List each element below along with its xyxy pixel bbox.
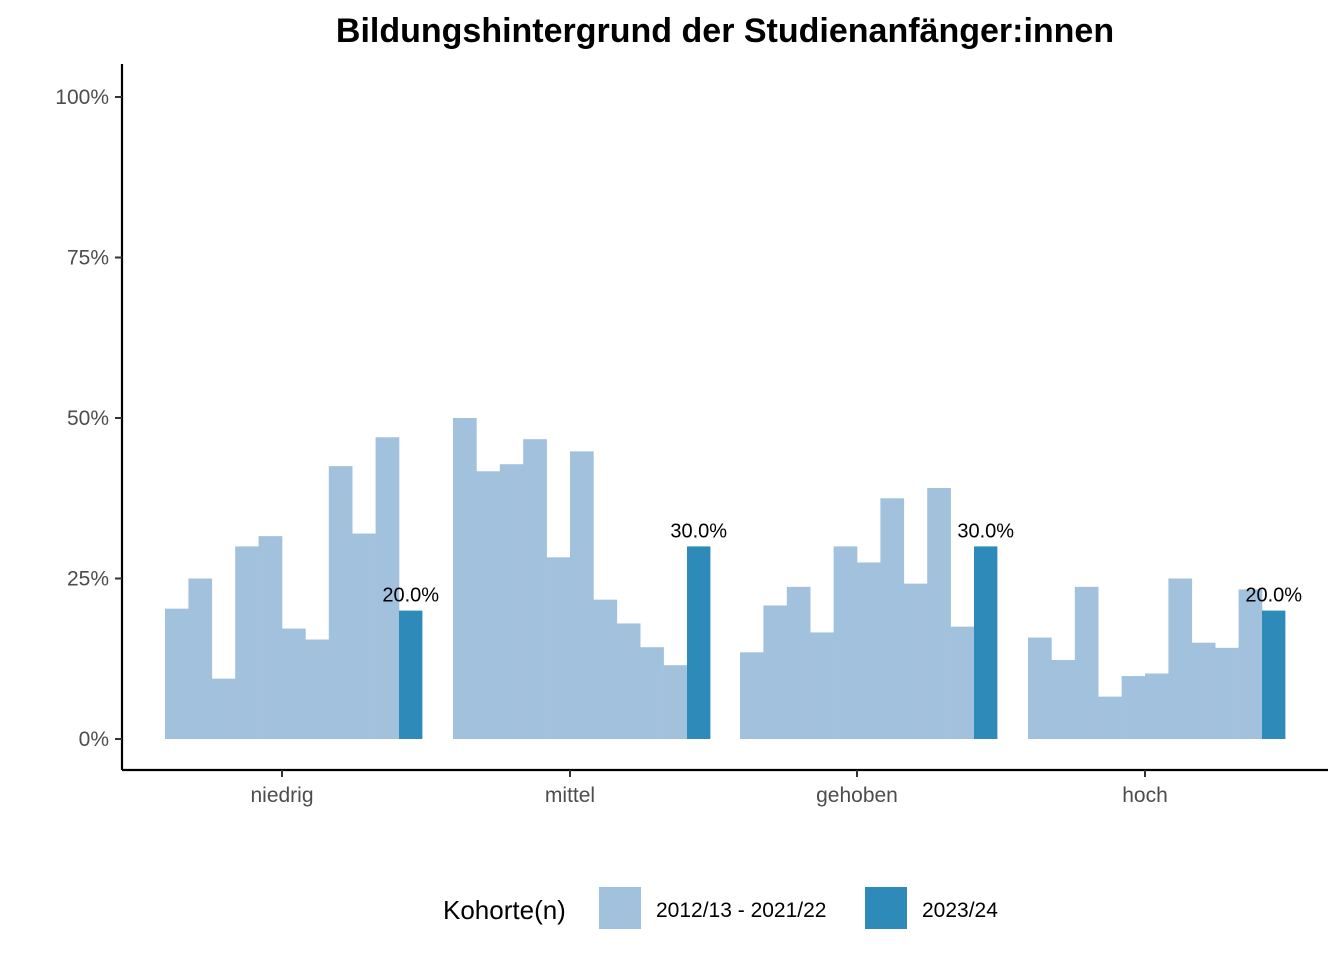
legend-title: Kohorte(n) (443, 895, 566, 925)
bar-historic (523, 439, 547, 739)
bar-historic (950, 626, 975, 739)
y-tick-label: 0% (79, 728, 109, 751)
data-labels-group: 20.0% 30.0% 30.0% 20.0% (382, 520, 1302, 606)
bar-historic (282, 628, 306, 739)
x-tick-label: hoch (1122, 784, 1168, 807)
chart-title: Bildungshintergrund der Studienanfänger:… (336, 12, 1114, 50)
bar-historic (499, 464, 524, 739)
bar-historic (927, 487, 951, 739)
bar-historic (188, 578, 213, 739)
bar-historic (740, 652, 764, 739)
bar-historic (1051, 660, 1076, 739)
bar-historic (453, 418, 477, 739)
bar-historic (1121, 676, 1146, 739)
bar-historic (1215, 647, 1239, 739)
bar-current (974, 546, 998, 739)
bar-historic (616, 623, 641, 739)
bar-historic (235, 546, 259, 739)
bar-historic (1238, 589, 1263, 739)
y-tick-label: 50% (67, 407, 109, 430)
bar-current (399, 610, 423, 739)
bar-historic (593, 599, 618, 739)
bar-historic (1145, 673, 1169, 739)
x-tick-label: mittel (545, 784, 595, 807)
data-label-current: 30.0% (957, 520, 1014, 542)
bar-historic (640, 647, 664, 739)
x-tick-label: niedrig (250, 784, 313, 807)
bar-historic (352, 533, 376, 739)
data-label-current: 20.0% (382, 585, 439, 607)
bar-historic (1028, 637, 1052, 739)
bar-historic (786, 586, 811, 739)
bar-historic (1074, 586, 1099, 739)
x-tick-label: gehoben (816, 784, 898, 807)
legend: Kohorte(n) 2012/13 - 2021/22 2023/24 (443, 887, 998, 929)
bar-historic (258, 536, 283, 739)
bar-historic (328, 466, 353, 739)
y-tick-label: 25% (67, 568, 109, 591)
bar-historic (1168, 578, 1193, 739)
bar-historic (546, 557, 571, 739)
bar-historic (810, 632, 834, 739)
y-tick-label: 100% (55, 86, 109, 109)
bar-historic (375, 437, 400, 739)
legend-swatch-current (865, 887, 907, 929)
bar-historic (305, 639, 330, 739)
bar-historic (1191, 642, 1216, 739)
bar-current (1262, 610, 1286, 739)
bar-current (687, 546, 711, 739)
legend-label-historic: 2012/13 - 2021/22 (656, 899, 826, 922)
bar-historic (833, 546, 858, 739)
bar-historic (165, 608, 189, 739)
bar-historic (663, 665, 688, 739)
data-label-current: 30.0% (670, 520, 727, 542)
bar-historic (763, 605, 788, 739)
bar-historic (211, 678, 236, 739)
x-axis: niedrig mittel gehoben hoch (122, 768, 1328, 807)
legend-swatch-historic (599, 887, 641, 929)
bar-historic (570, 451, 594, 739)
legend-label-current: 2023/24 (922, 899, 998, 922)
bar-historic (857, 562, 881, 739)
bar-historic (880, 498, 905, 739)
data-label-current: 20.0% (1245, 585, 1302, 607)
bars-group (165, 418, 1286, 739)
bar-historic (903, 583, 928, 739)
y-tick-label: 75% (67, 247, 109, 270)
bar-historic (1098, 696, 1122, 739)
y-axis: 0% 25% 50% 75% 100% (55, 64, 124, 770)
bar-historic (476, 471, 501, 739)
